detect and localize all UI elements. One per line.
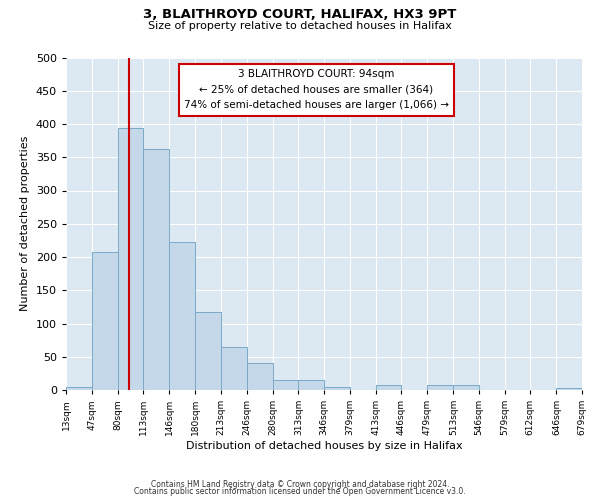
Bar (376, 384, 401, 390)
Text: 3 BLAITHROYD COURT: 94sqm
← 25% of detached houses are smaller (364)
74% of semi: 3 BLAITHROYD COURT: 94sqm ← 25% of detac… (184, 69, 449, 110)
Bar (143, 150, 169, 390)
Text: Contains HM Land Registry data © Crown copyright and database right 2024.: Contains HM Land Registry data © Crown c… (151, 480, 449, 489)
Bar (454, 384, 479, 390)
Text: Size of property relative to detached houses in Halifax: Size of property relative to detached ho… (148, 21, 452, 31)
Bar (427, 384, 454, 390)
Bar (556, 388, 582, 390)
Bar (66, 386, 92, 390)
Bar (118, 128, 143, 390)
Bar (324, 386, 350, 390)
Text: Contains public sector information licensed under the Open Government Licence v3: Contains public sector information licen… (134, 488, 466, 496)
Bar (247, 362, 273, 390)
Bar (196, 312, 221, 390)
Bar (273, 380, 298, 390)
Bar (221, 348, 247, 390)
Text: 3, BLAITHROYD COURT, HALIFAX, HX3 9PT: 3, BLAITHROYD COURT, HALIFAX, HX3 9PT (143, 8, 457, 20)
X-axis label: Distribution of detached houses by size in Halifax: Distribution of detached houses by size … (185, 441, 463, 451)
Bar (169, 242, 196, 390)
Bar (92, 252, 118, 390)
Bar (298, 380, 324, 390)
Y-axis label: Number of detached properties: Number of detached properties (20, 136, 30, 312)
